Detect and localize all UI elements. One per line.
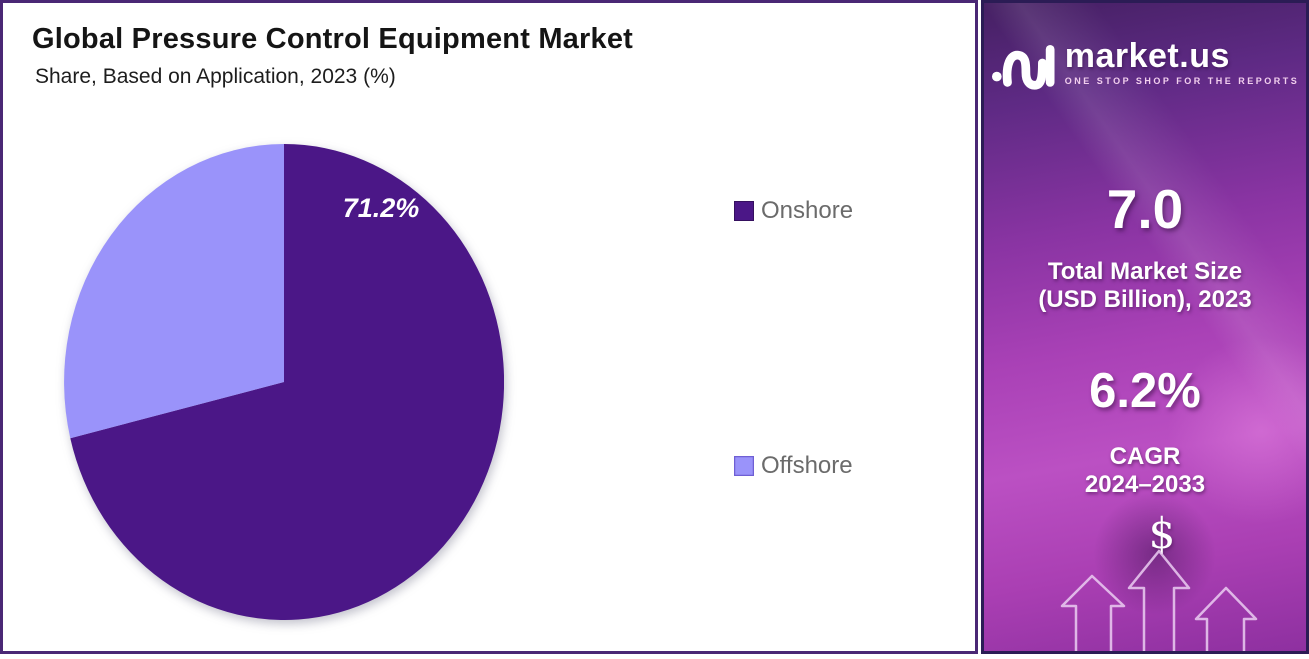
logo-tagline: ONE STOP SHOP FOR THE REPORTS [1064, 75, 1300, 86]
page-title: Global Pressure Control Equipment Market [32, 23, 633, 55]
market-us-logo: market.us ONE STOP SHOP FOR THE REPORTS [984, 33, 1306, 91]
stat-market-size-value: 7.0 [1106, 178, 1184, 240]
logo-name: market.us [1064, 36, 1230, 75]
stat-cagr-value: 6.2% [1089, 364, 1201, 418]
legend-label-onshore: Onshore [761, 197, 854, 224]
legend-item-onshore: Onshore [734, 197, 853, 225]
stat-market-size-label-line1: Total Market Size [1047, 258, 1243, 285]
dollar-icon: $ [1148, 509, 1176, 558]
growth-arrows-icon [1060, 549, 1258, 651]
pie-chart: 71.2% [64, 143, 505, 620]
pie-slice-onshore [70, 143, 505, 620]
legend-swatch-offshore-icon [734, 456, 754, 476]
stat-market-size-label-line2: (USD Billion), 2023 [1038, 286, 1252, 313]
sidebar: market.us ONE STOP SHOP FOR THE REPORTS … [981, 0, 1309, 654]
stat-cagr-label-line1: CAGR [1109, 443, 1181, 470]
stat-cagr-label: CAGR 2024–2033 [984, 443, 1306, 499]
legend-swatch-onshore-icon [734, 201, 754, 221]
stat-cagr-label-line2: 2024–2033 [1084, 471, 1206, 498]
pie-data-label: 71.2% [343, 193, 420, 223]
pie-slice-offshore [64, 144, 285, 439]
stat-market-size-label: Total Market Size (USD Billion), 2023 [984, 258, 1306, 314]
legend-item-offshore: Offshore [734, 452, 853, 480]
logo-wave-icon [991, 45, 1055, 90]
legend-label-offshore: Offshore [761, 452, 853, 479]
chart-panel: Global Pressure Control Equipment Market… [0, 0, 978, 654]
page-subtitle: Share, Based on Application, 2023 (%) [35, 65, 396, 88]
